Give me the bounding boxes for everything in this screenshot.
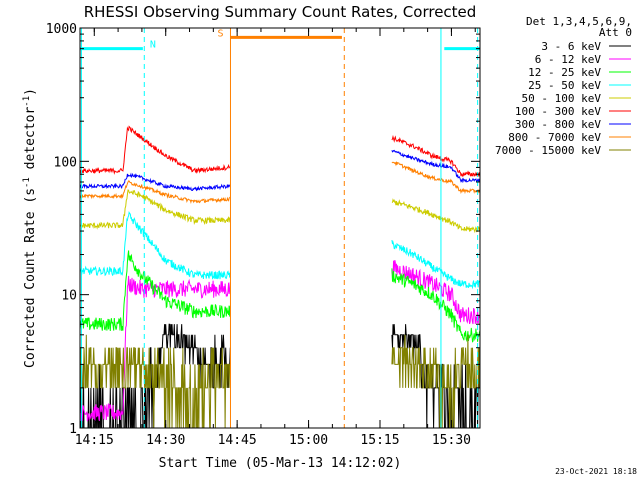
y-tick-label: 100 (54, 155, 77, 170)
series-line-7 (79, 161, 481, 205)
timestamp: 23-Oct-2021 18:18 (555, 467, 637, 476)
y-tick-label: 1 (69, 422, 77, 437)
legend-header-0: Det 1,3,4,5,6,9, (526, 15, 632, 28)
series-line-5 (79, 125, 481, 178)
x-tick-label: 14:45 (218, 433, 257, 448)
legend-label-4: 50 - 100 keV (522, 92, 602, 105)
y-axis-label: Corrected Count Rate (s-1 detector-1) (22, 88, 38, 368)
x-tick-label: 14:15 (75, 433, 114, 448)
legend-label-7: 800 - 7000 keV (508, 131, 601, 144)
x-tick-label: 15:00 (289, 433, 328, 448)
series-line-3 (79, 211, 481, 290)
series-line-2 (79, 250, 481, 343)
flag-label-1: S (217, 28, 223, 39)
y-tick-label: 1000 (46, 22, 77, 37)
legend-label-3: 25 - 50 keV (528, 79, 601, 92)
legend-label-8: 7000 - 15000 keV (495, 144, 601, 157)
plot-frame (79, 27, 481, 429)
legend-label-5: 100 - 300 keV (515, 105, 601, 118)
axis-layer: 14:15 14:30 14:45 15:00 15:15 15:30 1 10 100 1000 (46, 22, 480, 448)
series-line-8 (79, 334, 481, 429)
legend-label-6: 300 - 800 keV (515, 118, 601, 131)
legend-header-1: Att 0 (599, 26, 632, 39)
x-tick-label: 14:30 (146, 433, 185, 448)
series-layer (79, 125, 481, 429)
series-line-4 (79, 189, 481, 234)
x-tick-label: 15:15 (360, 433, 399, 448)
series-line-6 (79, 149, 481, 192)
flag-label-0: N (150, 40, 156, 51)
series-line-1 (79, 259, 481, 422)
legend-label-2: 12 - 25 keV (528, 66, 601, 79)
chart-title: RHESSI Observing Summary Count Rates, Co… (84, 3, 477, 21)
legend-label-1: 6 - 12 keV (535, 53, 602, 66)
x-tick-label: 15:30 (432, 433, 471, 448)
marker-layer: NS (80, 28, 480, 428)
legend-label-0: 3 - 6 keV (541, 40, 601, 53)
x-axis-label: Start Time (05-Mar-13 14:12:02) (159, 456, 402, 471)
y-tick-label: 10 (61, 289, 77, 304)
